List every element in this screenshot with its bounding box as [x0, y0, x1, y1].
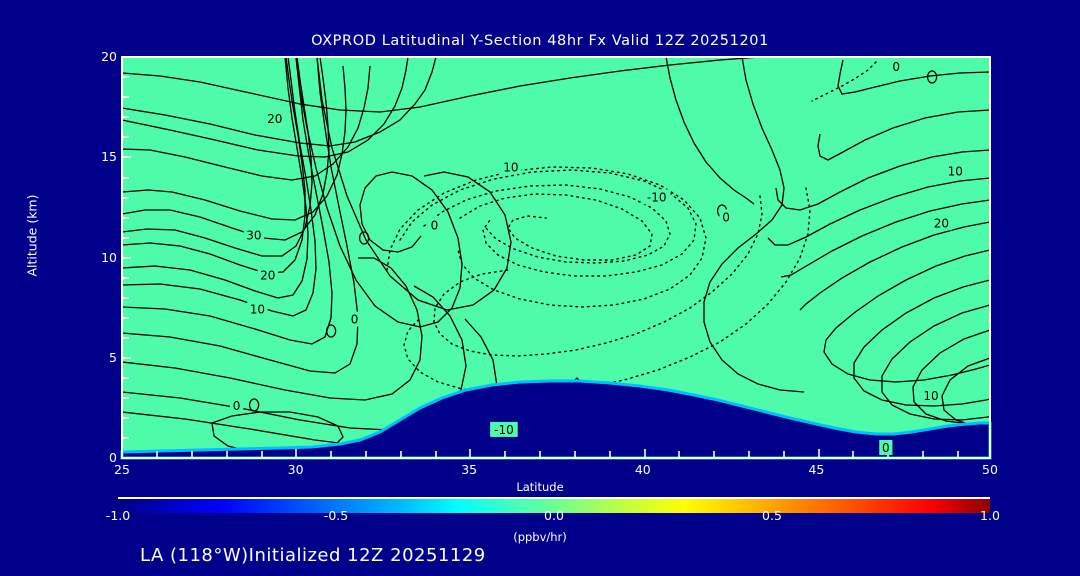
contour-label-group: 20 30 20 10 0 10 -10 0 0 0 -10 0 10 20 10 0	[229, 59, 966, 455]
x-tick-label: 50	[982, 462, 998, 477]
contour-label: 10	[948, 164, 963, 178]
contour-label: -10	[647, 190, 667, 204]
colorbar-tick-label: 1.0	[980, 508, 1000, 523]
contour-label: -10	[494, 423, 514, 437]
footer-caption: LA (118°W)Initialized 12Z 20251129	[140, 545, 486, 566]
contour-label: 0	[351, 313, 359, 327]
y-axis-ticks: 0 5 10 15 20	[72, 0, 117, 576]
x-axis-label: Latitude	[516, 480, 564, 494]
contour-label: 30	[246, 228, 261, 242]
contour-label: 0	[892, 60, 900, 74]
y-tick-label: 10	[101, 249, 117, 265]
contour-label: 10	[503, 160, 518, 174]
contour-lines-positive	[122, 57, 990, 455]
colorbar[interactable]	[118, 497, 990, 513]
axis-tick-marks	[121, 56, 991, 459]
x-tick-label: 45	[808, 462, 825, 477]
contour-label: 20	[267, 112, 282, 126]
colorbar-tick-label: -1.0	[105, 508, 131, 523]
contour-label: 0	[233, 399, 241, 413]
contour-label: 10	[250, 303, 265, 317]
contour-label: 10	[923, 389, 938, 403]
x-tick-label: 30	[287, 462, 304, 477]
colorbar-unit-label: (ppbv/hr)	[513, 530, 567, 544]
x-tick-label: 25	[114, 462, 130, 477]
contour-label: 0	[431, 218, 439, 232]
colorbar-tick-label: 0.5	[762, 508, 782, 523]
colorbar-tick-label: 0.0	[544, 508, 564, 523]
contour-label: 0	[882, 441, 890, 455]
y-tick-label: 5	[109, 349, 117, 365]
y-tick-label: 15	[101, 149, 117, 165]
terrain-mask	[120, 379, 992, 460]
y-tick-label: 20	[101, 49, 117, 64]
colorbar-tick-label: -0.5	[323, 508, 349, 523]
contour-label: 0	[722, 210, 730, 224]
y-tick-label: 0	[109, 450, 117, 465]
contour-label: 20	[260, 269, 275, 283]
page-title: OXPROD Latitudinal Y-Section 48hr Fx Val…	[311, 33, 769, 49]
contour-label: 20	[934, 216, 949, 230]
x-tick-label: 40	[634, 462, 651, 477]
x-tick-label: 35	[461, 462, 478, 477]
